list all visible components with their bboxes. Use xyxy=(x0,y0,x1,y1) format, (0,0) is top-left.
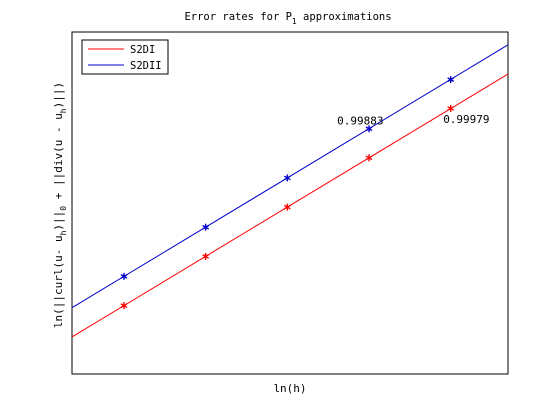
data-point-s2dii xyxy=(202,223,210,231)
slope-label-s2dii: 0.99883 xyxy=(337,115,383,128)
x-axis-label: ln(h) xyxy=(273,382,306,395)
y-label-part: + ||div(u - u xyxy=(52,113,65,206)
title-text-rest: approximations xyxy=(297,11,392,23)
slope-annotations: 0.99979 0.99883 xyxy=(337,113,489,127)
y-label-part: h xyxy=(59,108,68,113)
data-point-s2di xyxy=(365,154,373,162)
data-point-s2dii xyxy=(447,76,455,84)
legend: S2DI S2DII xyxy=(81,39,169,75)
title-text: Error rates for P xyxy=(184,11,291,23)
data-point-s2dii xyxy=(365,125,373,133)
data-point-s2dii xyxy=(283,174,291,182)
data-point-s2di xyxy=(283,203,291,211)
y-label-part: )||) xyxy=(52,82,65,109)
y-label-part: h xyxy=(59,230,68,235)
y-label-part: 0 xyxy=(59,206,68,211)
title-subscript: 1 xyxy=(292,17,297,26)
data-point-s2di xyxy=(202,252,210,260)
y-label-part: ln(||curl(u- u xyxy=(52,235,65,328)
data-point-s2di xyxy=(120,302,128,310)
data-point-s2di xyxy=(447,104,455,112)
chart-title: Error rates for P1 approximations xyxy=(184,11,391,26)
series-markers xyxy=(120,76,455,310)
legend-box xyxy=(81,39,169,75)
legend-label-s2dii: S2DII xyxy=(130,60,162,72)
y-label-part: )|| xyxy=(52,211,65,231)
plot-area xyxy=(71,31,509,375)
slope-label-s2di: 0.99979 xyxy=(443,113,489,126)
data-point-s2dii xyxy=(120,272,128,280)
legend-label-s2di: S2DI xyxy=(130,44,155,56)
y-axis-label: ln(||curl(u- uh)||0 + ||div(u - uh)||) xyxy=(52,82,68,328)
